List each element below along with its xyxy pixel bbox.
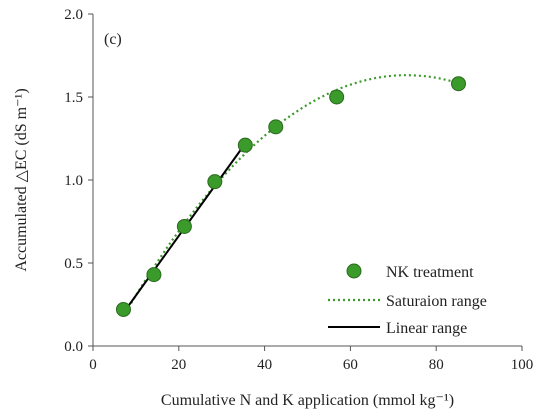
x-axis-ticks: 0 20 40 60 80 100 bbox=[89, 346, 533, 373]
nk-treatment-point bbox=[329, 89, 345, 105]
nk-treatment-point bbox=[451, 76, 467, 92]
y-tick-label: 1.5 bbox=[64, 90, 83, 106]
y-tick-label: 2.0 bbox=[64, 7, 83, 23]
x-tick-label: 40 bbox=[257, 357, 272, 373]
legend-label-linear-range: Linear range bbox=[386, 320, 467, 337]
y-tick-label: 0.5 bbox=[64, 256, 83, 272]
nk-treatment-point bbox=[146, 267, 162, 283]
y-axis-title: Accumulated △EC (dS m⁻¹) bbox=[13, 88, 30, 271]
y-tick-label: 0.0 bbox=[64, 339, 83, 355]
legend-item-linear-range: Linear range bbox=[328, 320, 467, 337]
legend-item-saturaion-range: Saturaion range bbox=[328, 293, 487, 310]
x-tick-label: 0 bbox=[89, 357, 97, 373]
x-tick-label: 100 bbox=[511, 357, 534, 373]
x-axis-title: Cumulative N and K application (mmol kg⁻… bbox=[161, 392, 454, 409]
legend-item-nk-treatment: NK treatment bbox=[346, 263, 474, 281]
series-layer bbox=[115, 74, 467, 317]
y-tick-label: 1.0 bbox=[64, 173, 83, 189]
y-axis-ticks: 0.0 0.5 1.0 1.5 2.0 bbox=[64, 7, 93, 355]
nk-treatment-point bbox=[176, 218, 192, 234]
x-tick-label: 20 bbox=[171, 357, 186, 373]
legend-label-saturaion-range: Saturaion range bbox=[386, 293, 487, 310]
legend: NK treatment Saturaion range Linear rang… bbox=[328, 263, 487, 337]
nk-treatment-point bbox=[115, 301, 131, 317]
x-tick-label: 80 bbox=[429, 357, 444, 373]
nk-treatment-point bbox=[268, 119, 284, 135]
x-tick-label: 60 bbox=[343, 357, 358, 373]
plot-area: 0 20 40 60 80 100 0.0 0.5 1.0 1.5 2.0 bbox=[64, 7, 533, 373]
panel-label: (c) bbox=[104, 31, 122, 48]
nk-treatment-point bbox=[237, 137, 253, 153]
legend-symbol-nk-treatment bbox=[346, 263, 362, 279]
nk-treatment-point bbox=[207, 174, 223, 190]
legend-label-nk-treatment: NK treatment bbox=[386, 264, 474, 281]
